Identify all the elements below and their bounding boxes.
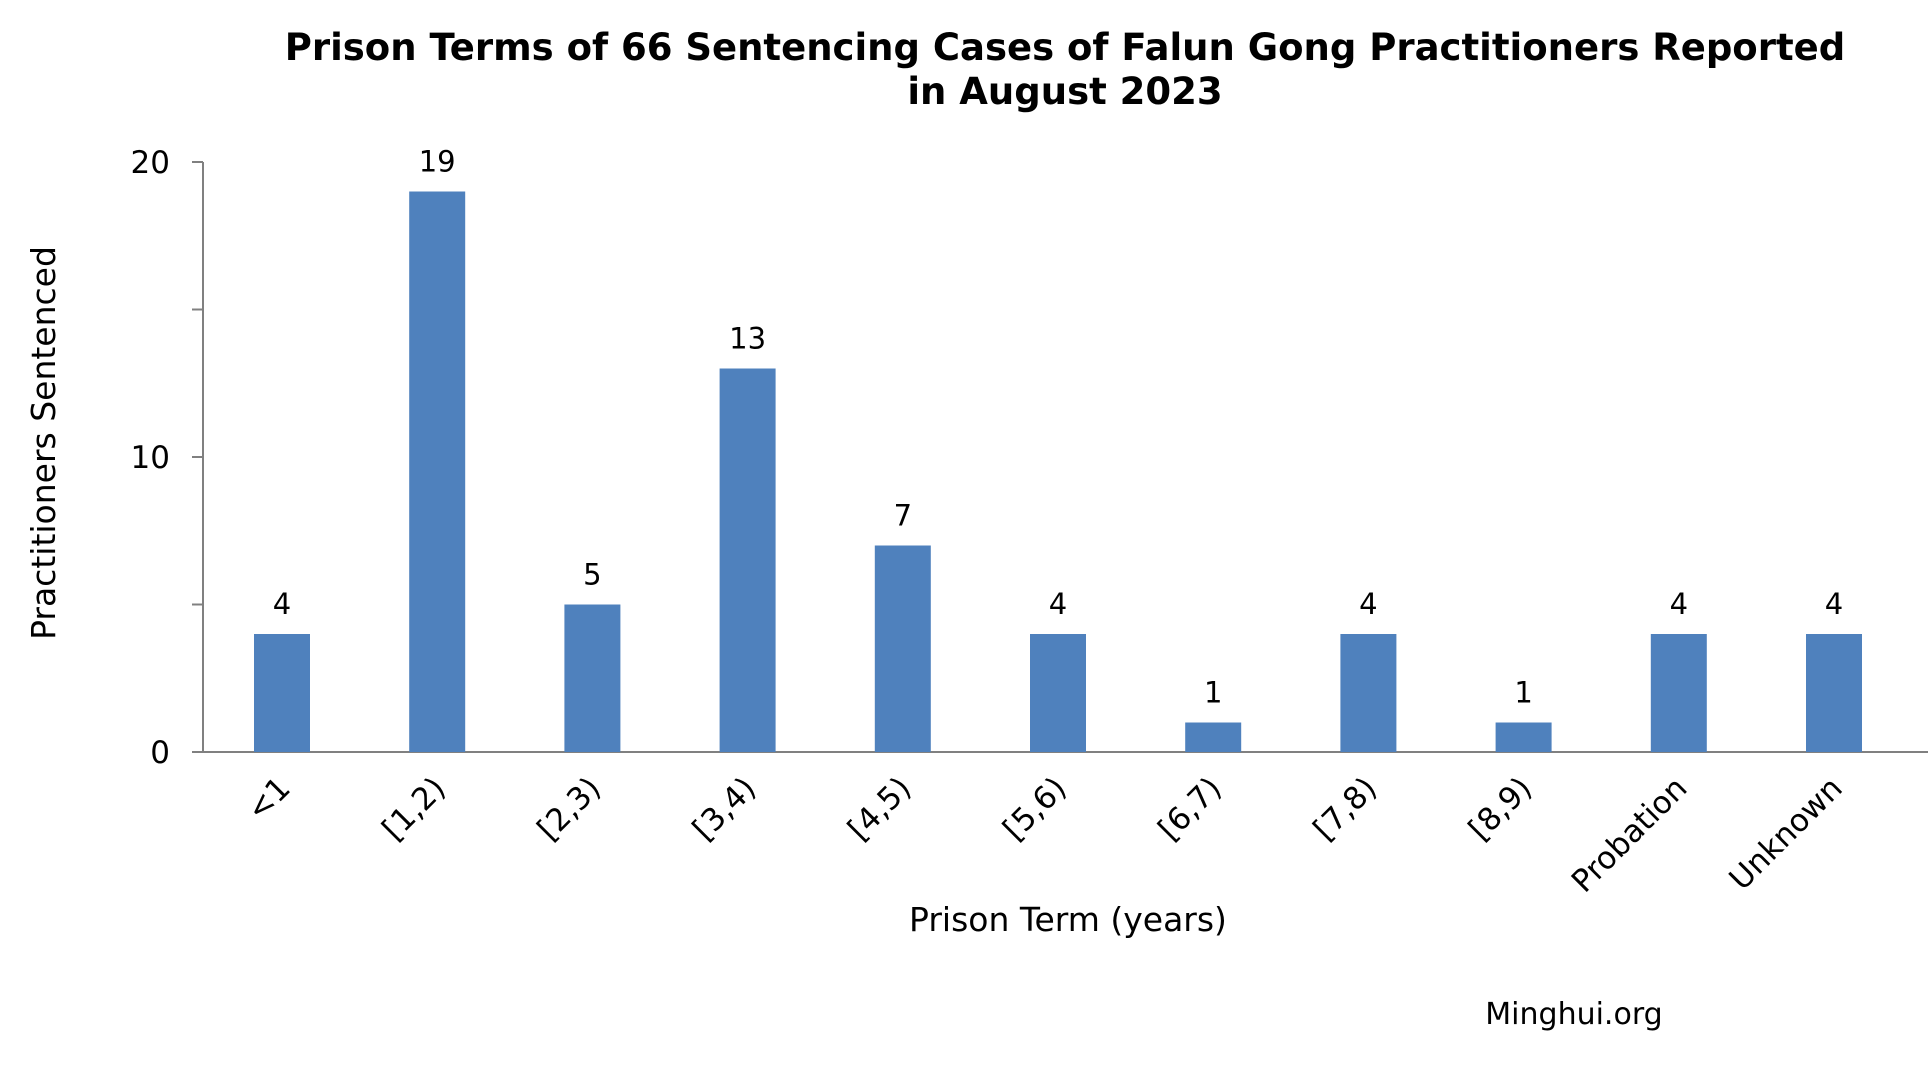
chart-title-line2: in August 2023 (907, 70, 1222, 113)
bar (254, 634, 310, 752)
bar (1340, 634, 1397, 752)
bar (564, 604, 621, 752)
x-tick-label: <1 (240, 770, 298, 828)
data-label: 4 (1049, 587, 1067, 621)
bar (719, 368, 776, 752)
source-label: Minghui.org (1485, 997, 1662, 1032)
bar (874, 545, 931, 752)
data-label: 4 (1359, 587, 1377, 621)
data-label: 7 (894, 499, 912, 533)
data-label: 1 (1514, 676, 1532, 710)
bar (1185, 722, 1242, 752)
data-label: 4 (1670, 587, 1688, 621)
x-axis-title: Prison Term (years) (909, 900, 1227, 939)
x-tick-label: Unknown (1722, 770, 1849, 897)
bar (1495, 722, 1552, 752)
x-tick-label: [6,7) (1151, 770, 1228, 847)
x-tick-label: [1,2) (375, 770, 452, 847)
data-label: 5 (583, 558, 601, 592)
bar (409, 191, 466, 752)
x-tick-label: [8,9) (1462, 770, 1539, 847)
data-label: 13 (729, 322, 766, 356)
x-tick-label: [5,6) (996, 770, 1073, 847)
x-tick-label: [3,4) (686, 770, 763, 847)
x-tick-label: [7,8) (1307, 770, 1384, 847)
bar (1806, 634, 1862, 752)
data-label: 19 (419, 145, 456, 179)
x-tick-label: [2,3) (531, 770, 608, 847)
x-tick-label: Probation (1565, 770, 1695, 900)
y-tick-label: 20 (131, 145, 170, 181)
x-tick-label: [4,5) (841, 770, 918, 847)
y-tick-label: 10 (131, 440, 170, 476)
y-tick-label: 0 (150, 735, 170, 771)
bar (1030, 634, 1086, 752)
plot-area: 0 10 20 4 <1 19 [1,2) 5 [2,3) 13 [3,4) 7 [4,5) 4 [5,6)… (131, 145, 1928, 900)
chart-title-line1: Prison Terms of 66 Sentencing Cases of F… (285, 26, 1846, 69)
data-label: 1 (1204, 676, 1222, 710)
y-axis-title: Practitioners Sentenced (24, 246, 63, 640)
data-label: 4 (1825, 587, 1843, 621)
bar (1650, 634, 1707, 752)
data-label: 4 (273, 587, 291, 621)
